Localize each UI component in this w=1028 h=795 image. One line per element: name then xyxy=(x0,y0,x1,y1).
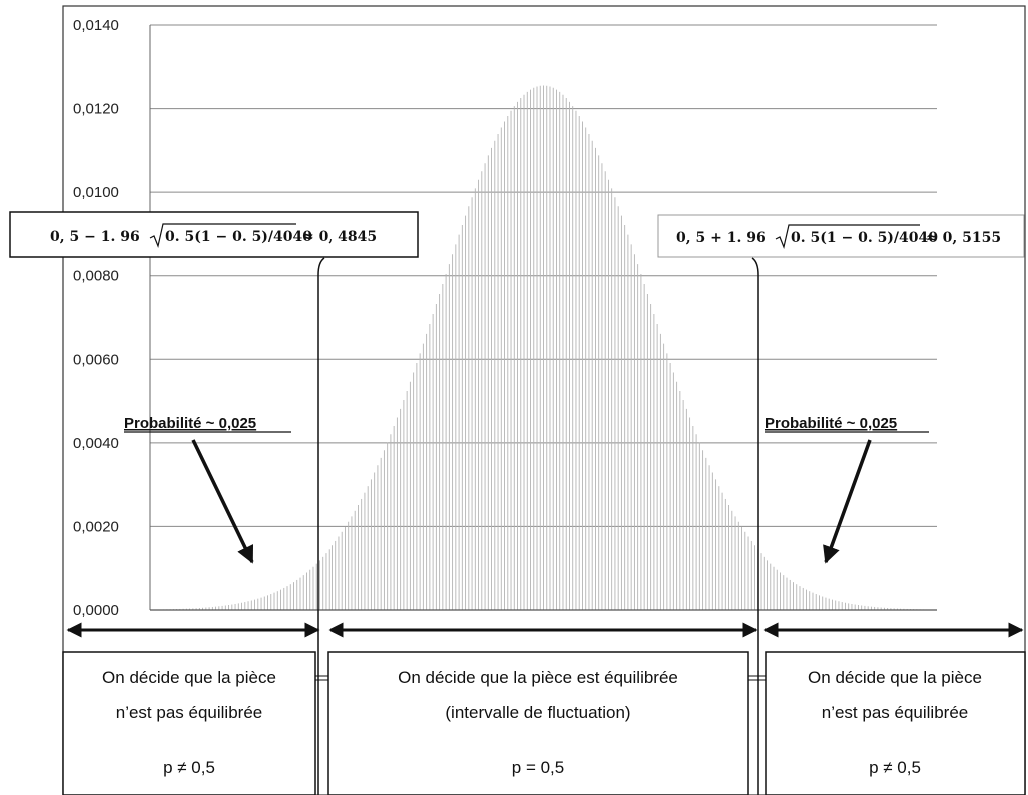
prob-right-label: Probabilité ~ 0,025 xyxy=(765,415,897,432)
outer-frame xyxy=(62,5,1026,795)
formula-right-radicand: 0. 5(1 − 0. 5)/4040 xyxy=(791,230,938,246)
bars xyxy=(150,85,937,610)
box-left-line3: p ≠ 0,5 xyxy=(163,758,215,777)
box-middle xyxy=(327,651,749,795)
y-tick-label: 0,0120 xyxy=(73,101,119,118)
box-left xyxy=(62,651,316,795)
box-left-line1: On décide que la pièce xyxy=(102,668,276,687)
formula-right-box xyxy=(657,214,1025,258)
lower-bound-line xyxy=(317,257,325,795)
y-tick-label: 0,0080 xyxy=(73,268,119,285)
formula-left-main: 0, 5 − 1. 96 xyxy=(50,229,140,245)
formula-left-box xyxy=(9,211,419,258)
box-right-line1: On décide que la pièce xyxy=(808,668,982,687)
box-right-line3: p ≠ 0,5 xyxy=(869,758,921,777)
formula-left: 0, 5 − 1. 96 xyxy=(50,229,140,245)
y-tick-label: 0,0140 xyxy=(73,17,119,34)
box-left-line2: n’est pas équilibrée xyxy=(116,703,262,722)
formula-right-result: ≈ 0, 5155 xyxy=(926,230,1001,246)
box-middle-line3: p = 0,5 xyxy=(512,758,564,777)
box-middle-line1: On décide que la pièce est équilibrée xyxy=(398,668,678,687)
formula-right-radical xyxy=(775,224,920,250)
y-tick-labels: 0,0000 0,0020 0,0040 0,0060 0,0080 0,0100 0,01… xyxy=(73,17,119,619)
formula-right-main: 0, 5 + 1. 96 xyxy=(676,230,766,246)
y-tick-label: 0,0060 xyxy=(73,351,119,368)
upper-bound-line xyxy=(751,257,759,795)
formula-left-result: ≈ 0, 4845 xyxy=(302,229,377,245)
y-tick-label: 0,0100 xyxy=(73,184,119,201)
prob-left-label: Probabilité ~ 0,025 xyxy=(124,415,256,432)
y-tick-label: 0,0000 xyxy=(73,602,119,619)
formula-left-radicand: 0. 5(1 − 0. 5)/4040 xyxy=(165,229,312,245)
box-middle-line2: (intervalle de fluctuation) xyxy=(445,703,630,722)
prob-right-arrow xyxy=(823,439,872,564)
formula-right: 0, 5 + 1. 96 xyxy=(676,230,766,246)
formula-left-radical xyxy=(149,223,296,249)
box-right xyxy=(765,651,1026,795)
prob-left-arrow xyxy=(191,439,254,564)
y-tick-label: 0,0020 xyxy=(73,518,119,535)
y-tick-label: 0,0040 xyxy=(73,435,119,452)
box-right-line2: n’est pas équilibrée xyxy=(822,703,968,722)
